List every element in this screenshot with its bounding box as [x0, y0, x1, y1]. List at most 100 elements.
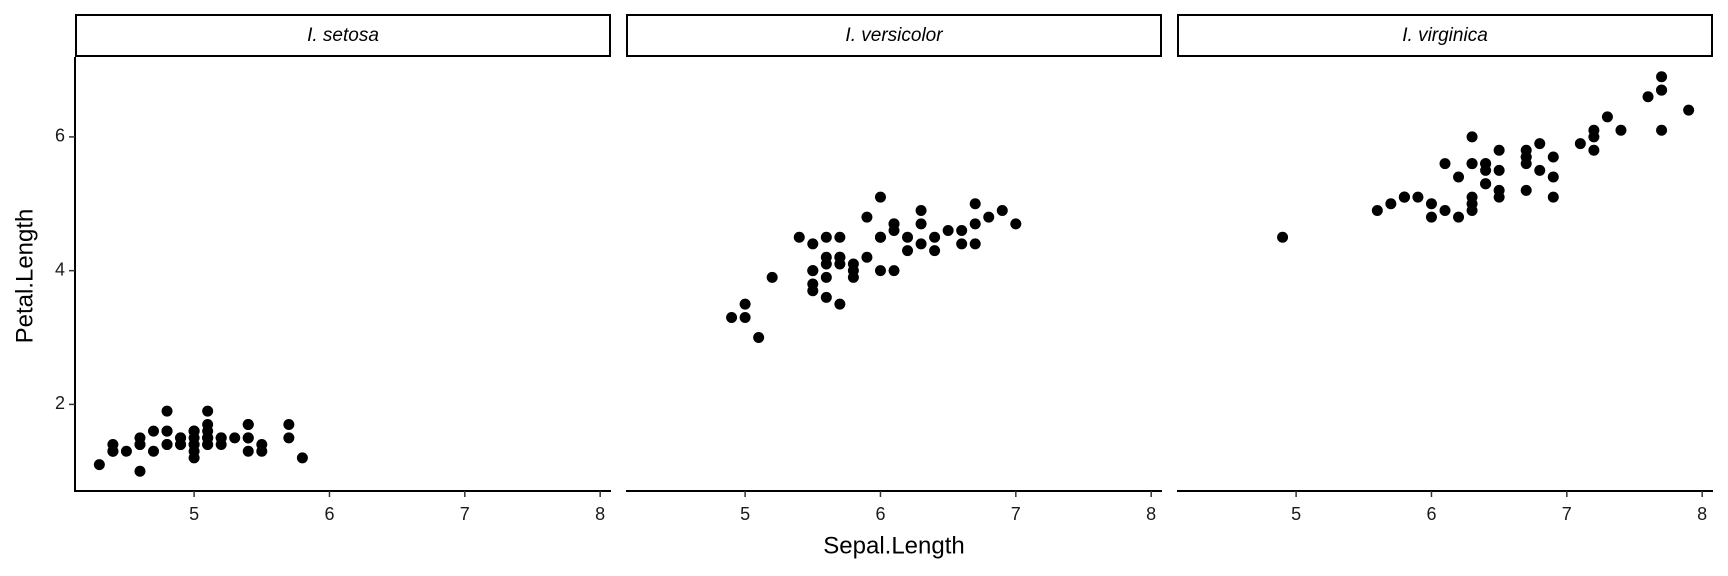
point [983, 211, 995, 223]
point [726, 311, 738, 323]
point [929, 231, 941, 243]
x-axis-title: Sepal.Length [823, 532, 964, 559]
point [107, 445, 119, 457]
strip-label: I. setosa [307, 25, 379, 46]
point [1520, 151, 1532, 163]
point [161, 405, 173, 417]
y-tick-label: 6 [55, 126, 65, 146]
point [807, 238, 819, 250]
point [739, 298, 751, 310]
y-tick-label: 2 [55, 393, 65, 413]
point [861, 251, 873, 263]
y-axis-title: Petal.Length [11, 209, 38, 344]
point [834, 258, 846, 270]
point [93, 459, 105, 471]
strip-label: I. virginica [1402, 25, 1488, 46]
point [820, 271, 832, 283]
point [807, 265, 819, 277]
point [1480, 164, 1492, 176]
x-tick-label: 6 [324, 504, 334, 524]
point [969, 238, 981, 250]
point [739, 311, 751, 323]
point [175, 439, 187, 451]
point [861, 211, 873, 223]
point [1480, 178, 1492, 190]
point [202, 425, 214, 437]
point [1425, 211, 1437, 223]
strip [1177, 14, 1713, 57]
point [283, 432, 295, 444]
point [915, 238, 927, 250]
point [1371, 204, 1383, 216]
point [188, 425, 200, 437]
x-tick-label: 5 [1291, 504, 1301, 524]
point [915, 204, 927, 216]
point [1425, 198, 1437, 210]
point [1588, 144, 1600, 156]
point [242, 432, 254, 444]
point [1466, 198, 1478, 210]
point [820, 251, 832, 263]
x-tick-label: 7 [1011, 504, 1021, 524]
point [929, 245, 941, 257]
point [229, 432, 241, 444]
point [874, 265, 886, 277]
point [956, 238, 968, 250]
point [242, 445, 254, 457]
point [1277, 231, 1289, 243]
point [1656, 124, 1668, 136]
point [874, 231, 886, 243]
strip [75, 14, 611, 57]
point [283, 418, 295, 430]
x-tick-label: 7 [1562, 504, 1572, 524]
point [753, 332, 765, 344]
point [834, 298, 846, 310]
point [888, 225, 900, 237]
point [1520, 184, 1532, 196]
x-tick-label: 8 [595, 504, 605, 524]
point [1493, 144, 1505, 156]
point [902, 231, 914, 243]
point [1439, 204, 1451, 216]
point [847, 265, 859, 277]
point [1412, 191, 1424, 203]
point [1534, 138, 1546, 150]
point [1656, 71, 1668, 83]
x-tick-label: 8 [1697, 504, 1707, 524]
point [1385, 198, 1397, 210]
point [1534, 164, 1546, 176]
point [1574, 138, 1586, 150]
strip-label: I. versicolor [845, 25, 943, 46]
x-tick-label: 5 [189, 504, 199, 524]
point [161, 439, 173, 451]
point [996, 204, 1008, 216]
point [215, 432, 227, 444]
point [1656, 84, 1668, 96]
point [793, 231, 805, 243]
y-tick-label: 4 [55, 259, 65, 279]
strip [626, 14, 1162, 57]
x-tick-label: 6 [875, 504, 885, 524]
point [134, 439, 146, 451]
point [820, 231, 832, 243]
x-tick-label: 8 [1146, 504, 1156, 524]
point [1453, 211, 1465, 223]
point [1683, 104, 1695, 116]
point [1439, 158, 1451, 170]
point [834, 231, 846, 243]
point [969, 218, 981, 230]
point [148, 445, 160, 457]
point [1453, 171, 1465, 183]
point [1493, 184, 1505, 196]
point [202, 405, 214, 417]
point [956, 225, 968, 237]
point [766, 271, 778, 283]
point [902, 245, 914, 257]
x-tick-label: 6 [1426, 504, 1436, 524]
x-tick-label: 7 [460, 504, 470, 524]
point [1547, 151, 1559, 163]
point [1642, 91, 1654, 103]
x-tick-label: 5 [740, 504, 750, 524]
point [1466, 131, 1478, 143]
